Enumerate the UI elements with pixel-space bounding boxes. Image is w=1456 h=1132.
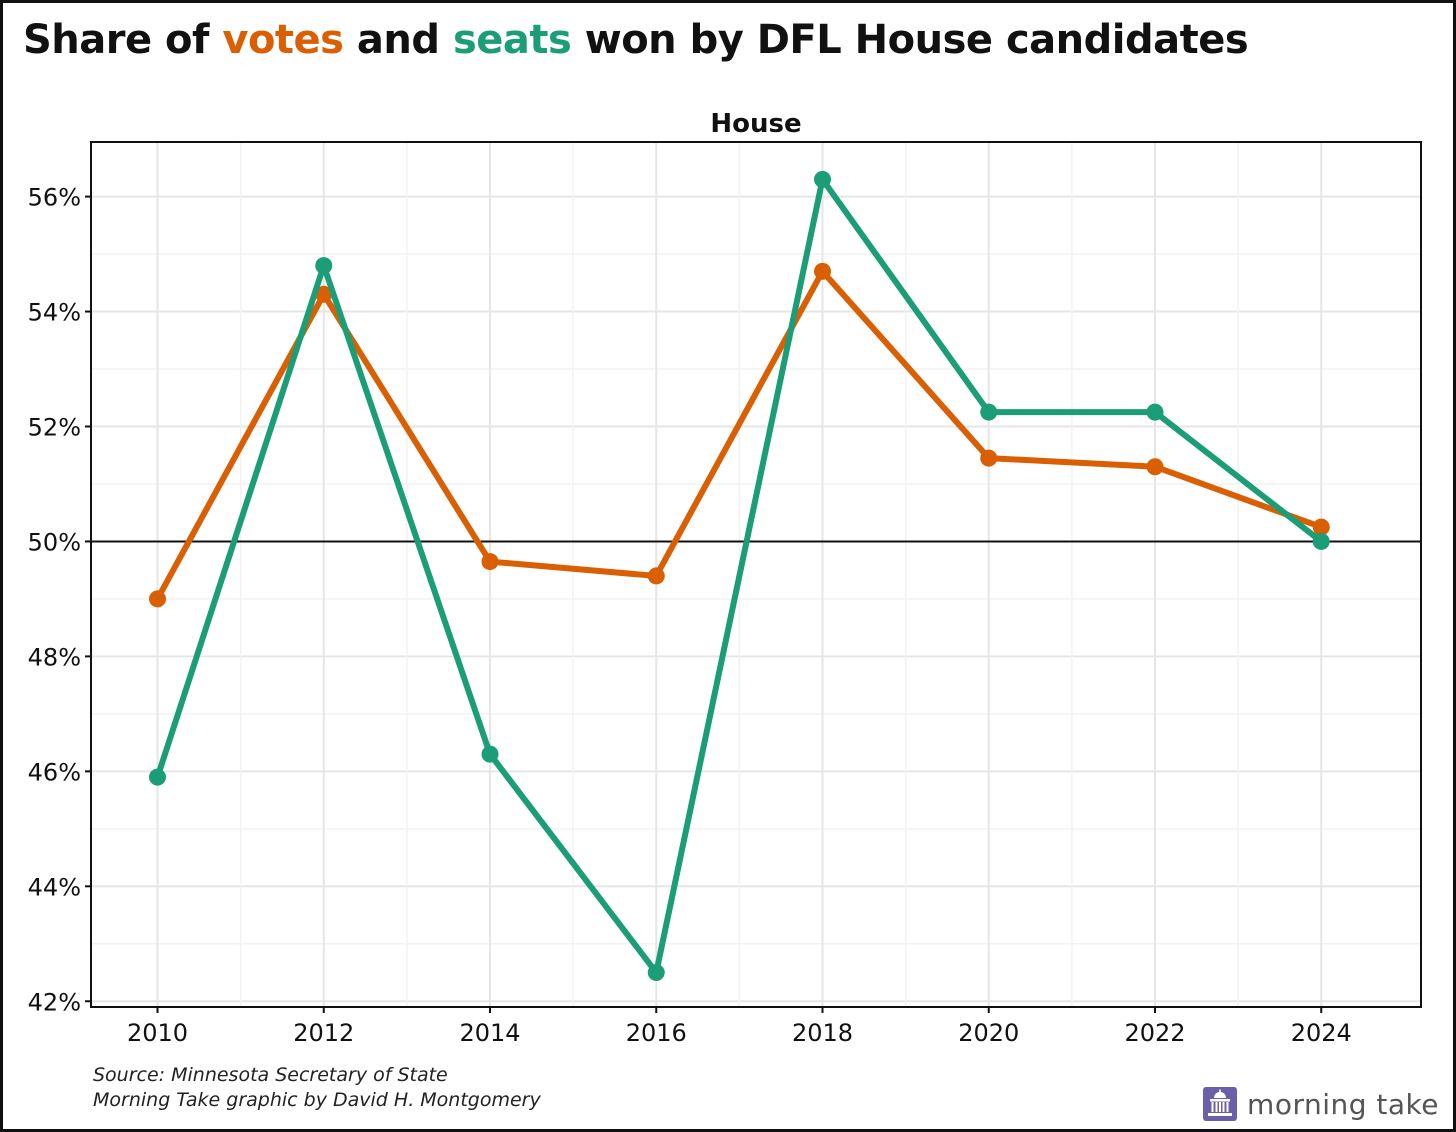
y-tick-label: 42% bbox=[28, 988, 81, 1016]
y-tick-label: 48% bbox=[28, 643, 81, 671]
series-line-seats bbox=[154, 176, 1325, 976]
title-votes-word: votes bbox=[222, 17, 344, 63]
credit-line: Morning Take graphic by David H. Montgom… bbox=[93, 1089, 541, 1111]
votes-point-2016 bbox=[647, 567, 665, 585]
x-tick-label: 2014 bbox=[459, 1019, 520, 1047]
line-chart: House 42% 44% 46% 48% 50% 52% 54% 56% 2010 2012 201… bbox=[28, 109, 1422, 1047]
brand-name: morning take bbox=[1247, 1087, 1439, 1121]
x-tick-label: 2012 bbox=[293, 1019, 354, 1047]
y-tick-label: 56% bbox=[28, 184, 81, 212]
source-note: Source: Minnesota Secretary of State Mor… bbox=[93, 1063, 541, 1113]
x-tick-label: 2010 bbox=[127, 1019, 188, 1047]
seats-point-2018 bbox=[814, 170, 831, 188]
x-tick-label: 2024 bbox=[1291, 1019, 1352, 1047]
x-tick-label: 2020 bbox=[958, 1019, 1019, 1047]
seats-point-2014 bbox=[481, 745, 499, 763]
y-tick-label: 46% bbox=[28, 758, 81, 786]
title-part-3: and bbox=[343, 17, 453, 63]
seats-point-2022 bbox=[1146, 403, 1164, 421]
seats-point-2016 bbox=[647, 964, 665, 982]
votes-point-2020 bbox=[980, 449, 998, 467]
seats-point-2020 bbox=[980, 403, 998, 421]
y-tick-label: 44% bbox=[28, 873, 81, 901]
x-tick-label: 2016 bbox=[626, 1019, 687, 1047]
source-line: Source: Minnesota Secretary of State bbox=[93, 1064, 448, 1086]
y-tick-label: 54% bbox=[28, 299, 81, 327]
brand-logo: morning take bbox=[1203, 1087, 1439, 1121]
x-tick-label: 2022 bbox=[1124, 1019, 1185, 1047]
votes-point-2018 bbox=[814, 262, 831, 280]
votes-point-2022 bbox=[1146, 458, 1164, 476]
title-part-5: won by DFL House candidates bbox=[571, 17, 1249, 63]
panel-border bbox=[90, 141, 1422, 1008]
title-part-1: Share of bbox=[23, 17, 223, 63]
panel-title: House bbox=[710, 109, 801, 139]
title-seats-word: seats bbox=[452, 17, 572, 63]
y-tick-label: 52% bbox=[28, 414, 81, 442]
x-tick-label: 2018 bbox=[792, 1019, 853, 1047]
seats-point-2010 bbox=[149, 768, 166, 786]
seats-point-2024 bbox=[1312, 532, 1330, 550]
votes-point-2024 bbox=[1312, 518, 1330, 536]
page-title: Share of votes and seats won by DFL Hous… bbox=[23, 17, 1249, 63]
votes-point-2010 bbox=[149, 590, 166, 608]
votes-point-2012 bbox=[315, 285, 333, 303]
capitol-icon bbox=[1203, 1087, 1238, 1121]
seats-point-2012 bbox=[315, 257, 333, 275]
y-tick-label: 50% bbox=[28, 528, 81, 556]
votes-point-2014 bbox=[481, 553, 499, 571]
